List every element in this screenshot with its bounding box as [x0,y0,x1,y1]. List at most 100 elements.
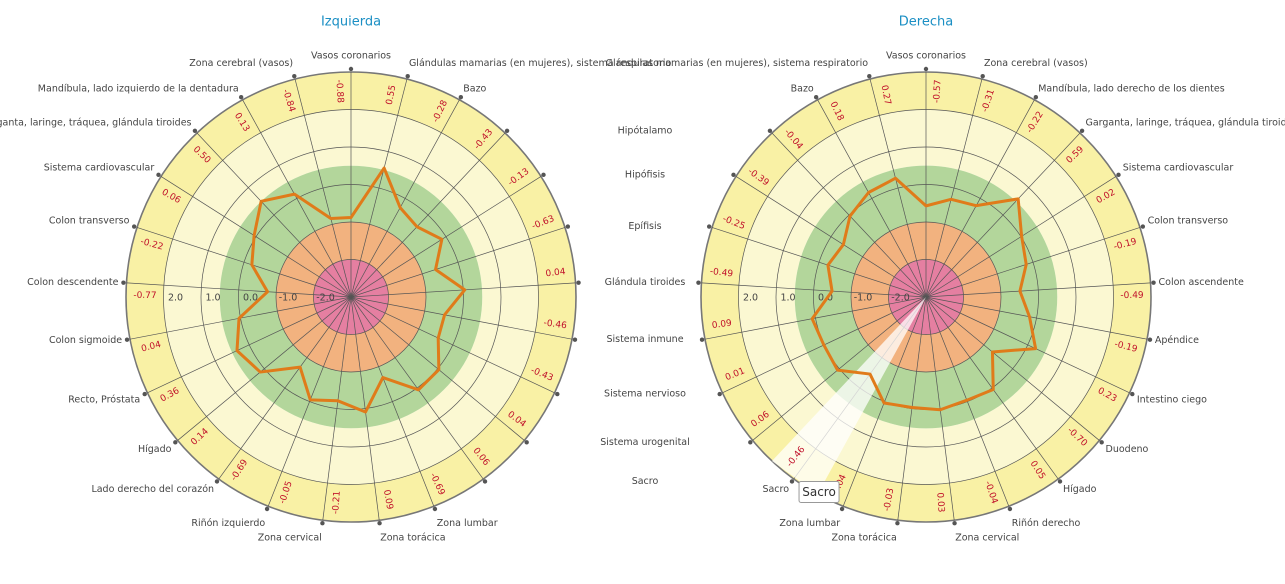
category-dot [696,280,701,285]
spoke [147,296,352,394]
category-dot [238,95,244,100]
category-label: Hígado [1063,484,1097,495]
value-label: 0.04 [545,267,566,279]
category-dot [555,391,560,397]
spoke [735,176,927,298]
category-dot [699,337,705,342]
category-dot [142,391,147,397]
category-label: Intestino ciego [1137,395,1207,406]
category-dot [1130,391,1135,397]
category-dot [565,224,571,229]
category-label: Glándula tiroides [605,277,686,288]
spoke [136,227,352,298]
category-dot [377,521,382,526]
category-label: Garganta, laringe, tráquea, glándula tir… [1085,118,1285,129]
category-label: Riñón derecho [1012,518,1081,529]
category-dot [482,479,488,484]
category-label: Recto, Próstata [68,395,140,406]
category-dot [767,128,773,133]
spoke [925,296,1100,441]
spoke [925,296,1148,340]
spoke [925,296,1130,394]
category-dot [405,73,410,79]
value-label: -0.57 [932,79,943,103]
category-label: Garganta, laringe, tráquea, glándula tir… [0,118,192,129]
plot-band [276,222,426,372]
category-label: Sistema inmune [606,334,683,345]
category-dot [1099,440,1104,445]
spoke [752,296,927,441]
category-dot [214,479,220,484]
tooltip-box [798,481,840,504]
category-label: Lado derecho del corazón [91,484,214,495]
value-label: 0.55 [385,84,399,106]
category-dot [748,440,753,445]
spoke [350,296,573,340]
spoke [350,176,542,298]
category-label: Riñón izquierdo [191,518,265,529]
category-label: Zona cerebral (vasos) [984,58,1088,69]
category-dot [348,66,354,72]
category-dot [813,95,819,100]
hover-sector [771,297,926,495]
value-label: 0.27 [879,84,893,106]
category-dot [1033,95,1039,100]
category-label: Colon ascendente [1159,277,1244,288]
radial-tick-label: 1.0 [205,293,220,304]
spoke [711,227,927,298]
chart-title: Derecha [899,15,953,30]
category-dot [264,506,270,512]
series-line [810,176,1038,412]
spoke [925,132,1081,298]
spoke [704,296,927,340]
radial-tick-label: 2.0 [743,293,758,304]
radial-tick-label: -2.0 [891,293,910,304]
category-dot [895,521,900,526]
category-label: Zona lumbar [779,518,840,529]
spoke [701,282,927,298]
spoke [925,227,1141,298]
spoke [350,78,408,298]
category-dot [1079,128,1085,133]
spoke [322,296,352,521]
radial-tick-label: 2.0 [168,293,183,304]
category-label: Sistema cardiovascular [44,163,155,174]
value-label: 0.09 [381,489,394,511]
category-label: Bazo [463,83,486,94]
spoke [242,99,352,298]
spoke [267,296,352,507]
spoke [817,99,927,298]
category-dot [320,521,325,526]
category-label: Sistema nervioso [604,389,686,400]
category-dot [192,128,198,133]
category-dot [1007,506,1013,512]
category-label: Hipótalamo [618,125,673,136]
category-dot [731,172,736,178]
category-label: Zona cervical [258,533,322,544]
category-label: Zona cerebral (vasos) [189,58,293,69]
value-label: -0.49 [709,267,734,280]
plot-band [851,222,1001,372]
category-dot [121,280,126,285]
value-label: -0.77 [133,291,156,301]
value-label: -0.49 [1120,291,1144,301]
category-dot [432,506,438,512]
category-dot [1140,224,1146,229]
spoke [925,282,1151,298]
category-dot [867,73,872,79]
category-dot [1151,280,1156,285]
category-label: Sacro [632,476,659,487]
category-label: Colon descendente [27,277,118,288]
category-label: Hipófisis [625,169,665,180]
category-label: Epífisis [628,221,661,232]
category-dot [156,172,161,178]
category-label: Mandíbula, lado izquierdo de la dentadur… [38,83,239,94]
category-dot [458,95,464,100]
category-dot [706,224,712,229]
category-label: Bazo [791,83,814,94]
radial-tick-label: -1.0 [279,293,298,304]
category-dot [541,172,546,178]
category-label: Mandíbula, lado derecho de los dientes [1038,83,1224,94]
value-label: 0.09 [711,319,732,332]
